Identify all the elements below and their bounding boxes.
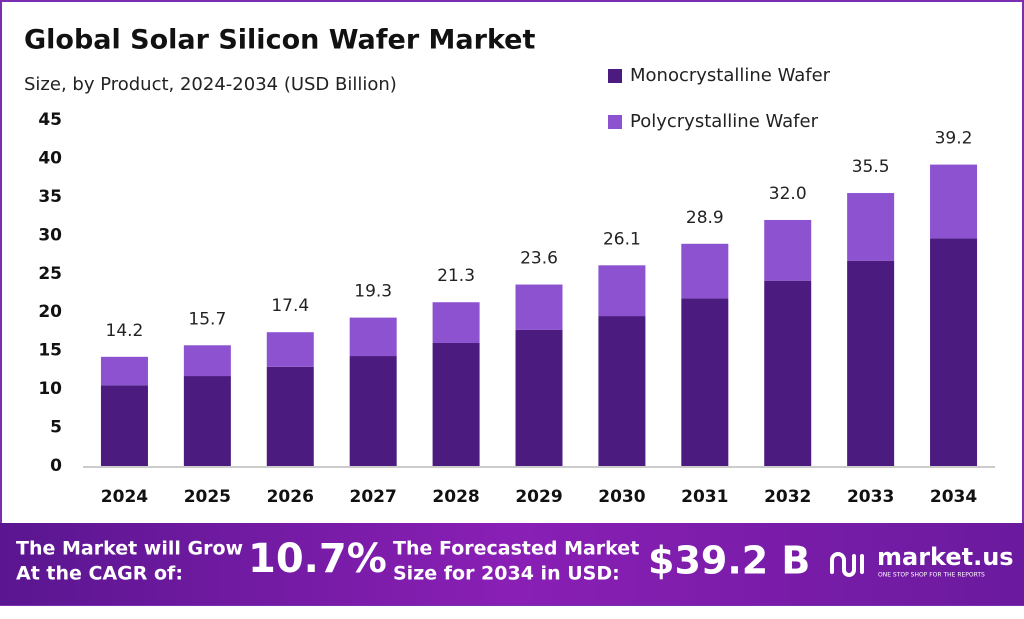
x-tick-label: 2034 (930, 487, 977, 507)
bar-segment (515, 329, 563, 466)
bar-segment (681, 243, 729, 299)
x-tick-label: 2029 (515, 487, 562, 507)
bar-segment (847, 260, 895, 466)
bar-segment (183, 345, 231, 377)
x-tick-label: 2032 (764, 487, 811, 507)
legend-swatch (608, 115, 622, 129)
bar-segment (515, 284, 563, 330)
brand-tagline: ONE STOP SHOP FOR THE REPORTS (878, 572, 985, 579)
footer-text: The Market will Grow (16, 538, 243, 560)
bar-segment (432, 342, 480, 466)
y-tick-label: 30 (38, 225, 62, 245)
total-label: 19.3 (354, 282, 392, 302)
x-tick-label: 2031 (681, 487, 728, 507)
forecast-value: $39.2 B (648, 539, 810, 583)
y-tick-label: 45 (38, 110, 62, 130)
bar-segment (764, 219, 812, 281)
total-label: 26.1 (603, 229, 641, 249)
y-tick-label: 40 (38, 148, 62, 168)
x-tick-label: 2033 (847, 487, 894, 507)
bar-segment (598, 316, 646, 466)
total-label: 39.2 (935, 129, 973, 149)
total-label: 21.3 (437, 266, 475, 286)
chart-title: Global Solar Silicon Wafer Market (24, 25, 535, 56)
brand-logo (830, 552, 864, 577)
cagr-value: 10.7% (248, 536, 387, 582)
total-label: 32.0 (769, 184, 807, 204)
x-tick-label: 2024 (101, 487, 148, 507)
x-tick-label: 2026 (267, 487, 314, 507)
y-tick-label: 20 (38, 302, 62, 322)
bar-segment (681, 298, 729, 466)
x-tick-label: 2028 (432, 487, 479, 507)
bar-segment (349, 317, 397, 357)
legend-label: Monocrystalline Wafer (630, 65, 831, 86)
chart-subtitle: Size, by Product, 2024-2034 (USD Billion… (24, 74, 397, 95)
total-label: 28.9 (686, 208, 724, 228)
bar-segment (100, 385, 148, 466)
legend-label: Polycrystalline Wafer (630, 111, 819, 132)
total-label: 14.2 (106, 321, 144, 341)
total-label: 35.5 (852, 157, 890, 177)
y-tick-label: 10 (38, 379, 62, 399)
y-tick-label: 0 (50, 456, 62, 476)
total-label: 17.4 (271, 296, 309, 316)
y-tick-label: 35 (38, 187, 62, 207)
bar-segment (266, 366, 314, 466)
x-tick-label: 2030 (598, 487, 645, 507)
bar-segment (598, 265, 646, 317)
brand-name: market.us (877, 543, 1014, 571)
x-tick-label: 2027 (350, 487, 397, 507)
bar-segment (764, 280, 812, 466)
bar-segment (183, 376, 231, 466)
y-tick-label: 25 (38, 264, 62, 284)
bar-segment (349, 356, 397, 466)
bar-segment (100, 356, 148, 386)
footer-text: The Forecasted Market (393, 538, 639, 560)
bar-segment (930, 238, 978, 466)
y-tick-label: 5 (50, 418, 62, 438)
y-tick-label: 15 (38, 341, 62, 361)
legend-swatch (608, 69, 622, 83)
bar-segment (847, 193, 895, 261)
bar-segment (266, 332, 314, 367)
total-label: 23.6 (520, 249, 558, 269)
footer-text: Size for 2034 in USD: (393, 563, 620, 585)
total-label: 15.7 (188, 309, 226, 329)
footer-text: At the CAGR of: (16, 563, 183, 585)
bar-segment (432, 302, 480, 343)
x-tick-label: 2025 (184, 487, 231, 507)
bar-segment (930, 164, 978, 239)
